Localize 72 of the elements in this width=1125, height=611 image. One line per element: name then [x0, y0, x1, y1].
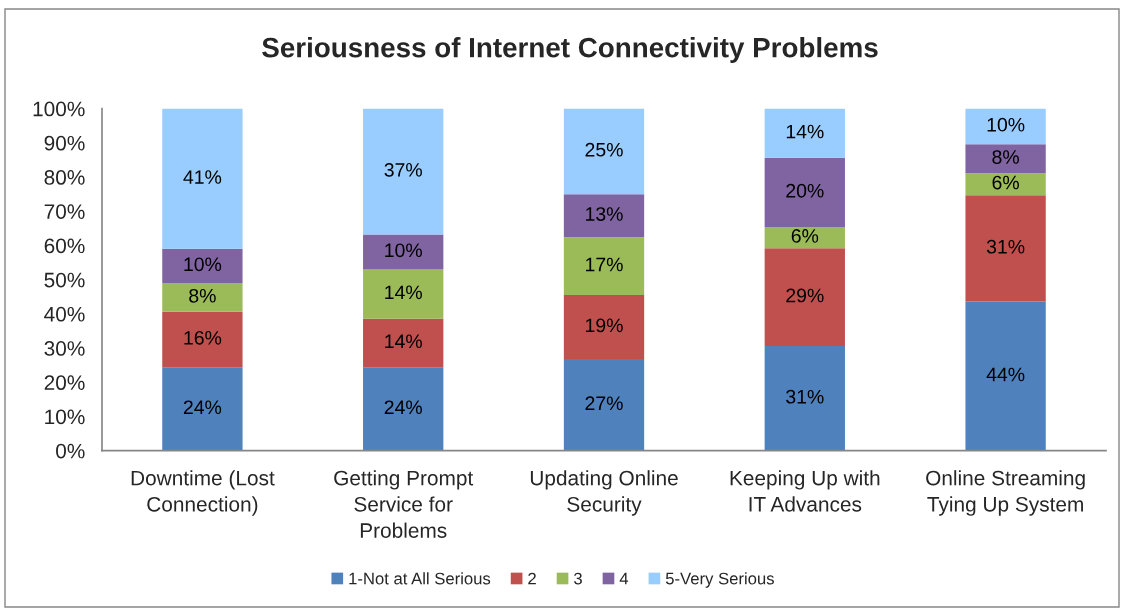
- data-label: 24%: [384, 400, 422, 415]
- data-label: 37%: [384, 163, 422, 177]
- data-label: 16%: [184, 330, 222, 345]
- bar: [162, 283, 243, 312]
- data-label: 24%: [183, 400, 222, 415]
- bar: [764, 226, 845, 249]
- y-tick-label: 90%: [44, 135, 85, 151]
- x-tick-label: Keeping Up with IT Advances: [730, 470, 880, 512]
- data-label: 8%: [189, 288, 216, 303]
- y-tick-label: 10%: [45, 409, 85, 425]
- bar: [764, 248, 845, 347]
- data-label: 6%: [791, 229, 819, 243]
- bar: [965, 195, 1046, 302]
- bar: [965, 301, 1046, 451]
- bar: [965, 173, 1046, 196]
- data-label: 20%: [786, 183, 824, 198]
- data-label: 19%: [586, 318, 623, 333]
- y-tick-label: 100%: [33, 101, 85, 117]
- bar: [363, 318, 444, 368]
- bar: [162, 311, 243, 368]
- y-tick-label: 60%: [44, 238, 85, 254]
- bar: [563, 359, 645, 451]
- x-tick-label: Online Streaming Tying Up System: [926, 470, 1085, 516]
- data-label: 8%: [992, 150, 1019, 164]
- data-label: 44%: [986, 367, 1025, 382]
- data-label: 14%: [385, 285, 422, 300]
- bar: [563, 295, 645, 360]
- legend-label: 4: [619, 572, 629, 585]
- bar: [563, 237, 645, 296]
- data-label: 10%: [385, 243, 422, 258]
- bar: [563, 194, 645, 238]
- data-label: 14%: [786, 124, 824, 139]
- x-tick-label: Downtime (Lost Connection): [131, 470, 275, 516]
- bar: [162, 108, 243, 249]
- x-tick-label: Updating Online Security: [530, 470, 678, 516]
- bar: [162, 248, 243, 284]
- y-tick-label: 80%: [44, 170, 85, 185]
- y-tick-label: 30%: [44, 341, 85, 356]
- y-tick-label: 0%: [56, 443, 85, 459]
- data-label: 27%: [585, 396, 623, 410]
- bar: [764, 157, 845, 227]
- bar: [363, 234, 444, 270]
- bar: [764, 346, 845, 451]
- data-label: 41%: [183, 170, 222, 184]
- chart-title: Seriousness of Internet Connectivity Problems: [262, 37, 878, 63]
- data-label: 31%: [786, 389, 824, 404]
- bar: [162, 367, 243, 451]
- y-tick-label: 50%: [44, 272, 85, 288]
- data-label: 29%: [786, 288, 824, 303]
- bar: [965, 144, 1046, 174]
- y-tick-label: 70%: [44, 204, 85, 219]
- bar: [764, 108, 845, 158]
- data-label: 17%: [586, 257, 623, 272]
- bar: [363, 269, 444, 319]
- data-label: 25%: [585, 142, 623, 157]
- data-label: 10%: [184, 257, 222, 272]
- y-tick-label: 40%: [44, 306, 85, 322]
- x-tick-label: Getting Prompt Service for Problems: [334, 470, 474, 538]
- data-label: 13%: [586, 207, 623, 221]
- y-tick-label: 20%: [44, 375, 85, 391]
- legend-label: 5-Very Serious: [665, 572, 774, 588]
- data-label: 10%: [987, 117, 1025, 132]
- data-label: 6%: [992, 175, 1019, 190]
- bar: [563, 108, 645, 195]
- legend-label: 1-Not at All Serious: [349, 572, 491, 585]
- data-label: 31%: [986, 239, 1025, 254]
- bar: [363, 367, 444, 451]
- data-label: 14%: [385, 334, 422, 349]
- legend-label: 2: [528, 572, 536, 585]
- legend-label: 3: [574, 572, 582, 585]
- bar: [363, 108, 444, 235]
- bar: [965, 108, 1046, 145]
